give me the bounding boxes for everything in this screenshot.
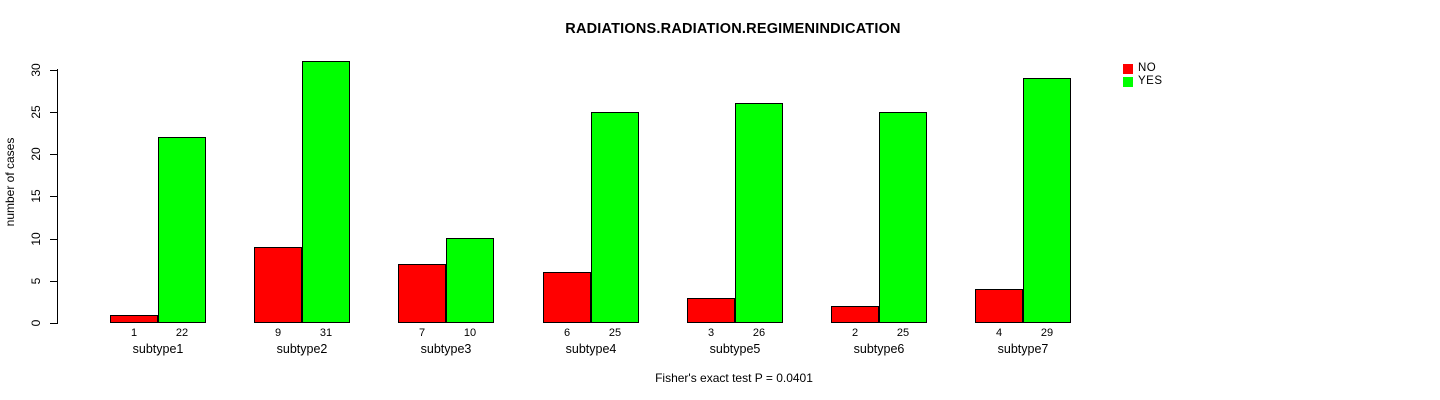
legend-swatch-yes bbox=[1123, 76, 1133, 87]
chart-title: RADIATIONS.RADIATION.REGIMENINDICATION bbox=[565, 21, 901, 37]
bar-no-subtype7 bbox=[975, 289, 1023, 323]
bar-value-label: 2 bbox=[851, 327, 859, 339]
legend-item-yes: YES bbox=[1123, 75, 1163, 88]
bar-value-label: 1 bbox=[130, 327, 138, 339]
bar-value-label: 29 bbox=[1040, 327, 1054, 339]
y-axis-tick bbox=[50, 196, 57, 197]
y-axis-tick-label: 25 bbox=[29, 105, 43, 119]
y-axis-tick bbox=[50, 281, 57, 282]
legend: NO YES bbox=[1123, 62, 1163, 88]
bar-yes-subtype7 bbox=[1023, 78, 1071, 323]
legend-item-no: NO bbox=[1123, 62, 1163, 75]
legend-label-yes: YES bbox=[1138, 75, 1163, 87]
category-label: subtype2 bbox=[276, 342, 328, 356]
bar-value-label: 7 bbox=[418, 327, 426, 339]
y-axis-tick-label: 5 bbox=[29, 277, 43, 285]
y-axis-tick-label: 10 bbox=[29, 232, 43, 246]
bar-no-subtype3 bbox=[398, 264, 446, 323]
category-label: subtype3 bbox=[420, 342, 472, 356]
bar-value-label: 26 bbox=[752, 327, 766, 339]
y-axis-tick-label: 20 bbox=[29, 147, 43, 161]
bar-value-label: 9 bbox=[274, 327, 282, 339]
y-axis-tick bbox=[50, 323, 57, 324]
legend-label-no: NO bbox=[1138, 62, 1157, 74]
bar-value-label: 3 bbox=[707, 327, 715, 339]
legend-swatch-no bbox=[1123, 63, 1133, 74]
y-axis-line bbox=[57, 69, 58, 324]
y-axis-tick bbox=[50, 70, 57, 71]
bar-value-label: 6 bbox=[563, 327, 571, 339]
bar-no-subtype6 bbox=[831, 306, 879, 323]
bar-yes-subtype1 bbox=[158, 137, 206, 323]
bar-no-subtype2 bbox=[254, 247, 302, 323]
category-label: subtype1 bbox=[132, 342, 184, 356]
y-axis-tick-label: 30 bbox=[29, 63, 43, 77]
bar-value-label: 4 bbox=[995, 327, 1003, 339]
bar-yes-subtype4 bbox=[591, 112, 639, 323]
bar-no-subtype5 bbox=[687, 298, 735, 323]
bar-value-label: 25 bbox=[896, 327, 910, 339]
y-axis-tick-label: 15 bbox=[29, 189, 43, 203]
y-axis-tick bbox=[50, 239, 57, 240]
bar-value-label: 22 bbox=[175, 327, 189, 339]
bar-yes-subtype5 bbox=[735, 103, 783, 323]
category-label: subtype7 bbox=[997, 342, 1049, 356]
y-axis-tick bbox=[50, 154, 57, 155]
bar-value-label: 31 bbox=[319, 327, 333, 339]
category-label: subtype6 bbox=[853, 342, 905, 356]
bar-yes-subtype2 bbox=[302, 61, 350, 323]
y-axis-tick-label: 0 bbox=[29, 319, 43, 327]
bar-value-label: 10 bbox=[463, 327, 477, 339]
category-label: subtype4 bbox=[565, 342, 617, 356]
category-label: subtype5 bbox=[709, 342, 761, 356]
y-axis-title: number of cases bbox=[3, 137, 17, 227]
pvalue-annotation: Fisher's exact test P = 0.0401 bbox=[655, 371, 813, 385]
bar-value-label: 25 bbox=[608, 327, 622, 339]
bar-no-subtype4 bbox=[543, 272, 591, 323]
bar-no-subtype1 bbox=[110, 315, 158, 323]
y-axis-tick bbox=[50, 112, 57, 113]
bar-yes-subtype3 bbox=[446, 238, 494, 323]
bar-yes-subtype6 bbox=[879, 112, 927, 323]
